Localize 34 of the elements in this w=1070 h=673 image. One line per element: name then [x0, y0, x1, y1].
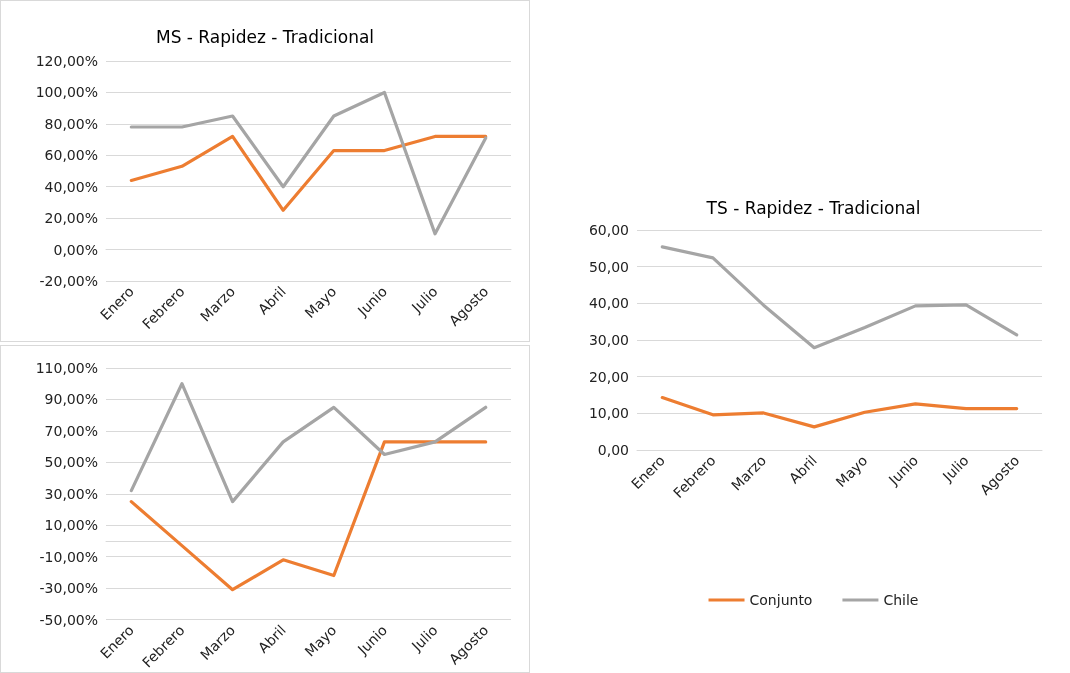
y-tick-label: -30,00%	[39, 580, 98, 597]
chart-title: MS - Rapidez - Tradicional	[155, 26, 375, 47]
line-series	[129, 382, 488, 504]
y-tick-label: -10,00%	[39, 548, 98, 565]
line-series	[660, 245, 1019, 350]
y-tick-label: 30,00%	[44, 485, 98, 502]
legend-label: Conjunto	[749, 592, 813, 608]
y-tick-label: 60,00%	[44, 147, 98, 164]
y-tick-label: 0,00	[597, 442, 629, 458]
y-tick-label: 40,00%	[44, 178, 98, 195]
y-tick-label: 80,00%	[44, 115, 98, 132]
y-tick-label: -50,00%	[39, 611, 98, 628]
y-tick-label: 40,00	[588, 295, 629, 312]
y-tick-label: 120,00%	[35, 53, 98, 69]
line-series	[660, 395, 1019, 429]
y-tick-label: -20,00%	[39, 273, 98, 289]
legend-label: Chile	[883, 592, 919, 608]
line-series	[129, 440, 488, 592]
y-tick-label: 10,00%	[44, 517, 98, 534]
y-tick-label: 50,00%	[44, 454, 98, 471]
line-series	[129, 90, 488, 236]
y-tick-label: 20,00%	[44, 210, 98, 227]
y-tick-label: 10,00	[588, 405, 629, 422]
line-series	[129, 134, 488, 212]
y-tick-label: 30,00	[588, 332, 629, 348]
y-tick-label: 110,00%	[35, 360, 98, 376]
y-tick-label: 50,00	[588, 258, 629, 275]
y-tick-label: 0,00%	[53, 241, 98, 258]
y-tick-label: 100,00%	[35, 84, 98, 101]
y-tick-label: 20,00	[588, 368, 629, 385]
y-tick-label: 70,00%	[44, 422, 98, 439]
y-tick-label: 90,00%	[44, 391, 98, 408]
y-tick-label: 60,00	[588, 222, 629, 238]
chart-title: TS - Rapidez - Tradicional	[705, 197, 921, 218]
